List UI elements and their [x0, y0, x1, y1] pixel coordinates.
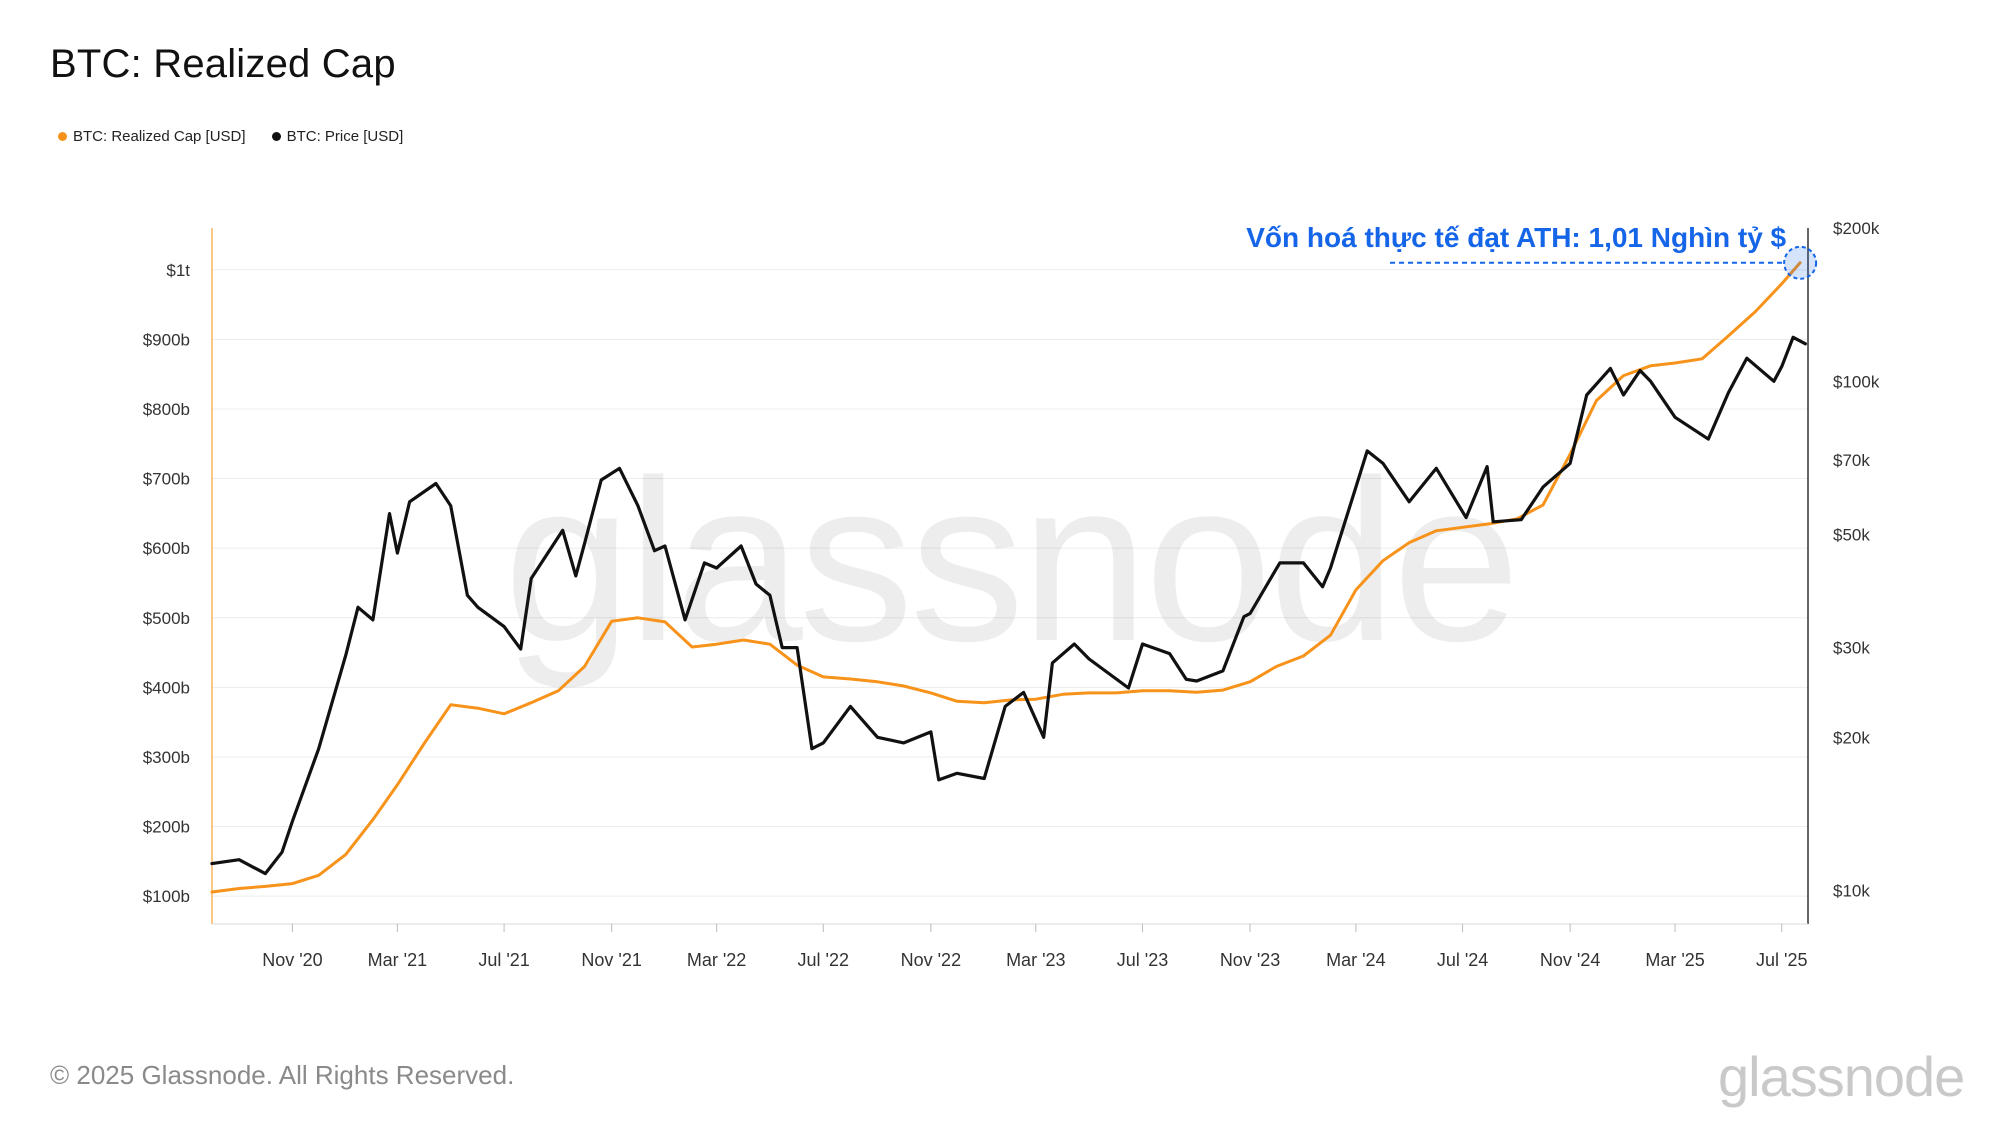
x-tick-label: Jul '25 [1756, 950, 1807, 970]
x-tick-label: Mar '21 [368, 950, 427, 970]
y-left-tick-label: $300b [143, 748, 190, 767]
y-left-tick-label: $400b [143, 678, 190, 697]
y-left-tick-label: $800b [143, 400, 190, 419]
x-tick-label: Nov '23 [1220, 950, 1280, 970]
legend: BTC: Realized Cap [USD] BTC: Price [USD] [58, 128, 403, 145]
y-right-tick-label: $70k [1833, 451, 1870, 470]
y-left-tick-label: $600b [143, 539, 190, 558]
y-right-tick-label: $20k [1833, 728, 1870, 747]
annotation-layer: Vốn hoá thực tế đạt ATH: 1,01 Nghìn tỷ $ [1246, 222, 1818, 280]
chart-title: BTC: Realized Cap [50, 42, 396, 86]
x-tick-label: Jul '22 [798, 950, 849, 970]
x-tick-label: Nov '22 [901, 950, 961, 970]
watermark: glassnode [504, 432, 1517, 689]
x-tick-label: Mar '24 [1326, 950, 1385, 970]
legend-label-price: BTC: Price [USD] [286, 128, 404, 145]
legend-item-price[interactable]: BTC: Price [USD] [271, 128, 404, 145]
x-tick-label: Mar '25 [1645, 950, 1704, 970]
annotation-label: Vốn hoá thực tế đạt ATH: 1,01 Nghìn tỷ $ [1246, 222, 1786, 253]
legend-dot-realized-cap [58, 132, 67, 141]
y-left-tick-label: $700b [143, 470, 190, 489]
x-tick-label: Nov '24 [1540, 950, 1600, 970]
x-tick-label: Mar '22 [687, 950, 746, 970]
legend-label-realized-cap: BTC: Realized Cap [USD] [73, 128, 246, 145]
y-left-tick-label: $900b [143, 330, 190, 349]
x-tick-label: Nov '20 [262, 950, 322, 970]
x-tick-label: Jul '24 [1437, 950, 1488, 970]
y-right-tick-label: $100k [1833, 372, 1880, 391]
axes-layer: $100b $200b $300b $400b $500b $600b $700b $800b… [143, 219, 1880, 970]
y-left-tick-label: $100b [143, 887, 190, 906]
glassnode-logo: glassnode [1718, 1045, 1965, 1108]
grid-layer [212, 269, 1808, 897]
legend-item-realized-cap[interactable]: BTC: Realized Cap [USD] [58, 128, 246, 145]
y-left-tick-label: $1t [166, 261, 190, 280]
y-right-tick-label: $30k [1833, 639, 1870, 658]
y-right-tick-label: $200k [1833, 219, 1880, 238]
price-line [210, 335, 1808, 876]
y-left-tick-label: $200b [143, 818, 190, 837]
y-right-tick-label: $10k [1833, 882, 1870, 901]
y-left-tick-label: $500b [143, 609, 190, 628]
annotation-marker[interactable] [1783, 245, 1818, 280]
x-tick-label: Jul '21 [478, 950, 529, 970]
legend-dot-price [271, 132, 281, 141]
y-right-tick-label: $50k [1833, 526, 1870, 545]
series-layer [210, 261, 1808, 894]
x-tick-label: Jul '23 [1117, 950, 1168, 970]
copyright-text: © 2025 Glassnode. All Rights Reserved. [50, 1060, 515, 1090]
x-tick-label: Nov '21 [581, 950, 641, 970]
x-tick-label: Mar '23 [1006, 950, 1065, 970]
